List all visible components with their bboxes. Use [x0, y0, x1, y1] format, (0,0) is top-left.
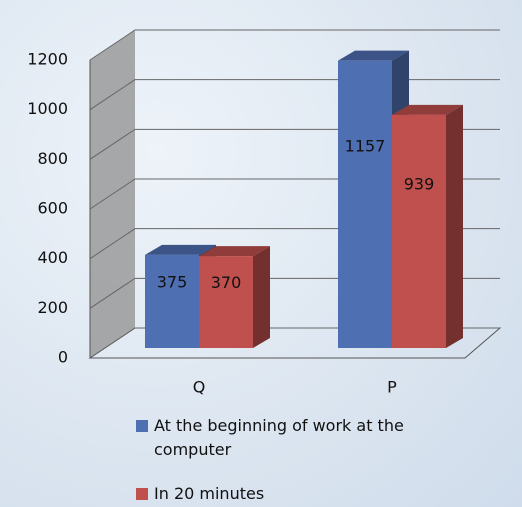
bar	[199, 256, 253, 348]
data-label: 375	[157, 272, 188, 291]
x-tick-label: Q	[193, 378, 206, 397]
bar-top	[392, 104, 463, 115]
data-label: 370	[211, 273, 242, 292]
bar-side	[253, 246, 270, 348]
y-tick-label: 600	[37, 199, 68, 218]
legend-item: At the beginning of work at the computer	[136, 414, 436, 462]
y-tick-label: 800	[37, 149, 68, 168]
x-tick-label: P	[387, 378, 397, 397]
bar-top	[199, 246, 270, 257]
grid-line	[89, 29, 500, 61]
legend-label: At the beginning of work at the computer	[154, 416, 404, 459]
y-tick-label: 1000	[27, 99, 68, 118]
y-tick-label: 1200	[27, 50, 68, 69]
legend-label: In 20 minutes	[154, 484, 265, 503]
y-tick-label: 200	[37, 298, 68, 317]
y-tick-label: 0	[58, 348, 68, 367]
bar	[338, 60, 392, 348]
legend-item: In 20 minutes	[136, 482, 436, 506]
legend-swatch	[136, 488, 148, 500]
bar	[392, 114, 446, 348]
data-label: 939	[404, 174, 435, 193]
data-label: 1157	[345, 136, 386, 155]
bar-top	[145, 244, 216, 255]
y-tick-label: 400	[37, 248, 68, 267]
bar	[145, 254, 199, 348]
bar-side	[446, 104, 463, 348]
bar-top	[338, 50, 409, 61]
legend-swatch	[136, 420, 148, 432]
